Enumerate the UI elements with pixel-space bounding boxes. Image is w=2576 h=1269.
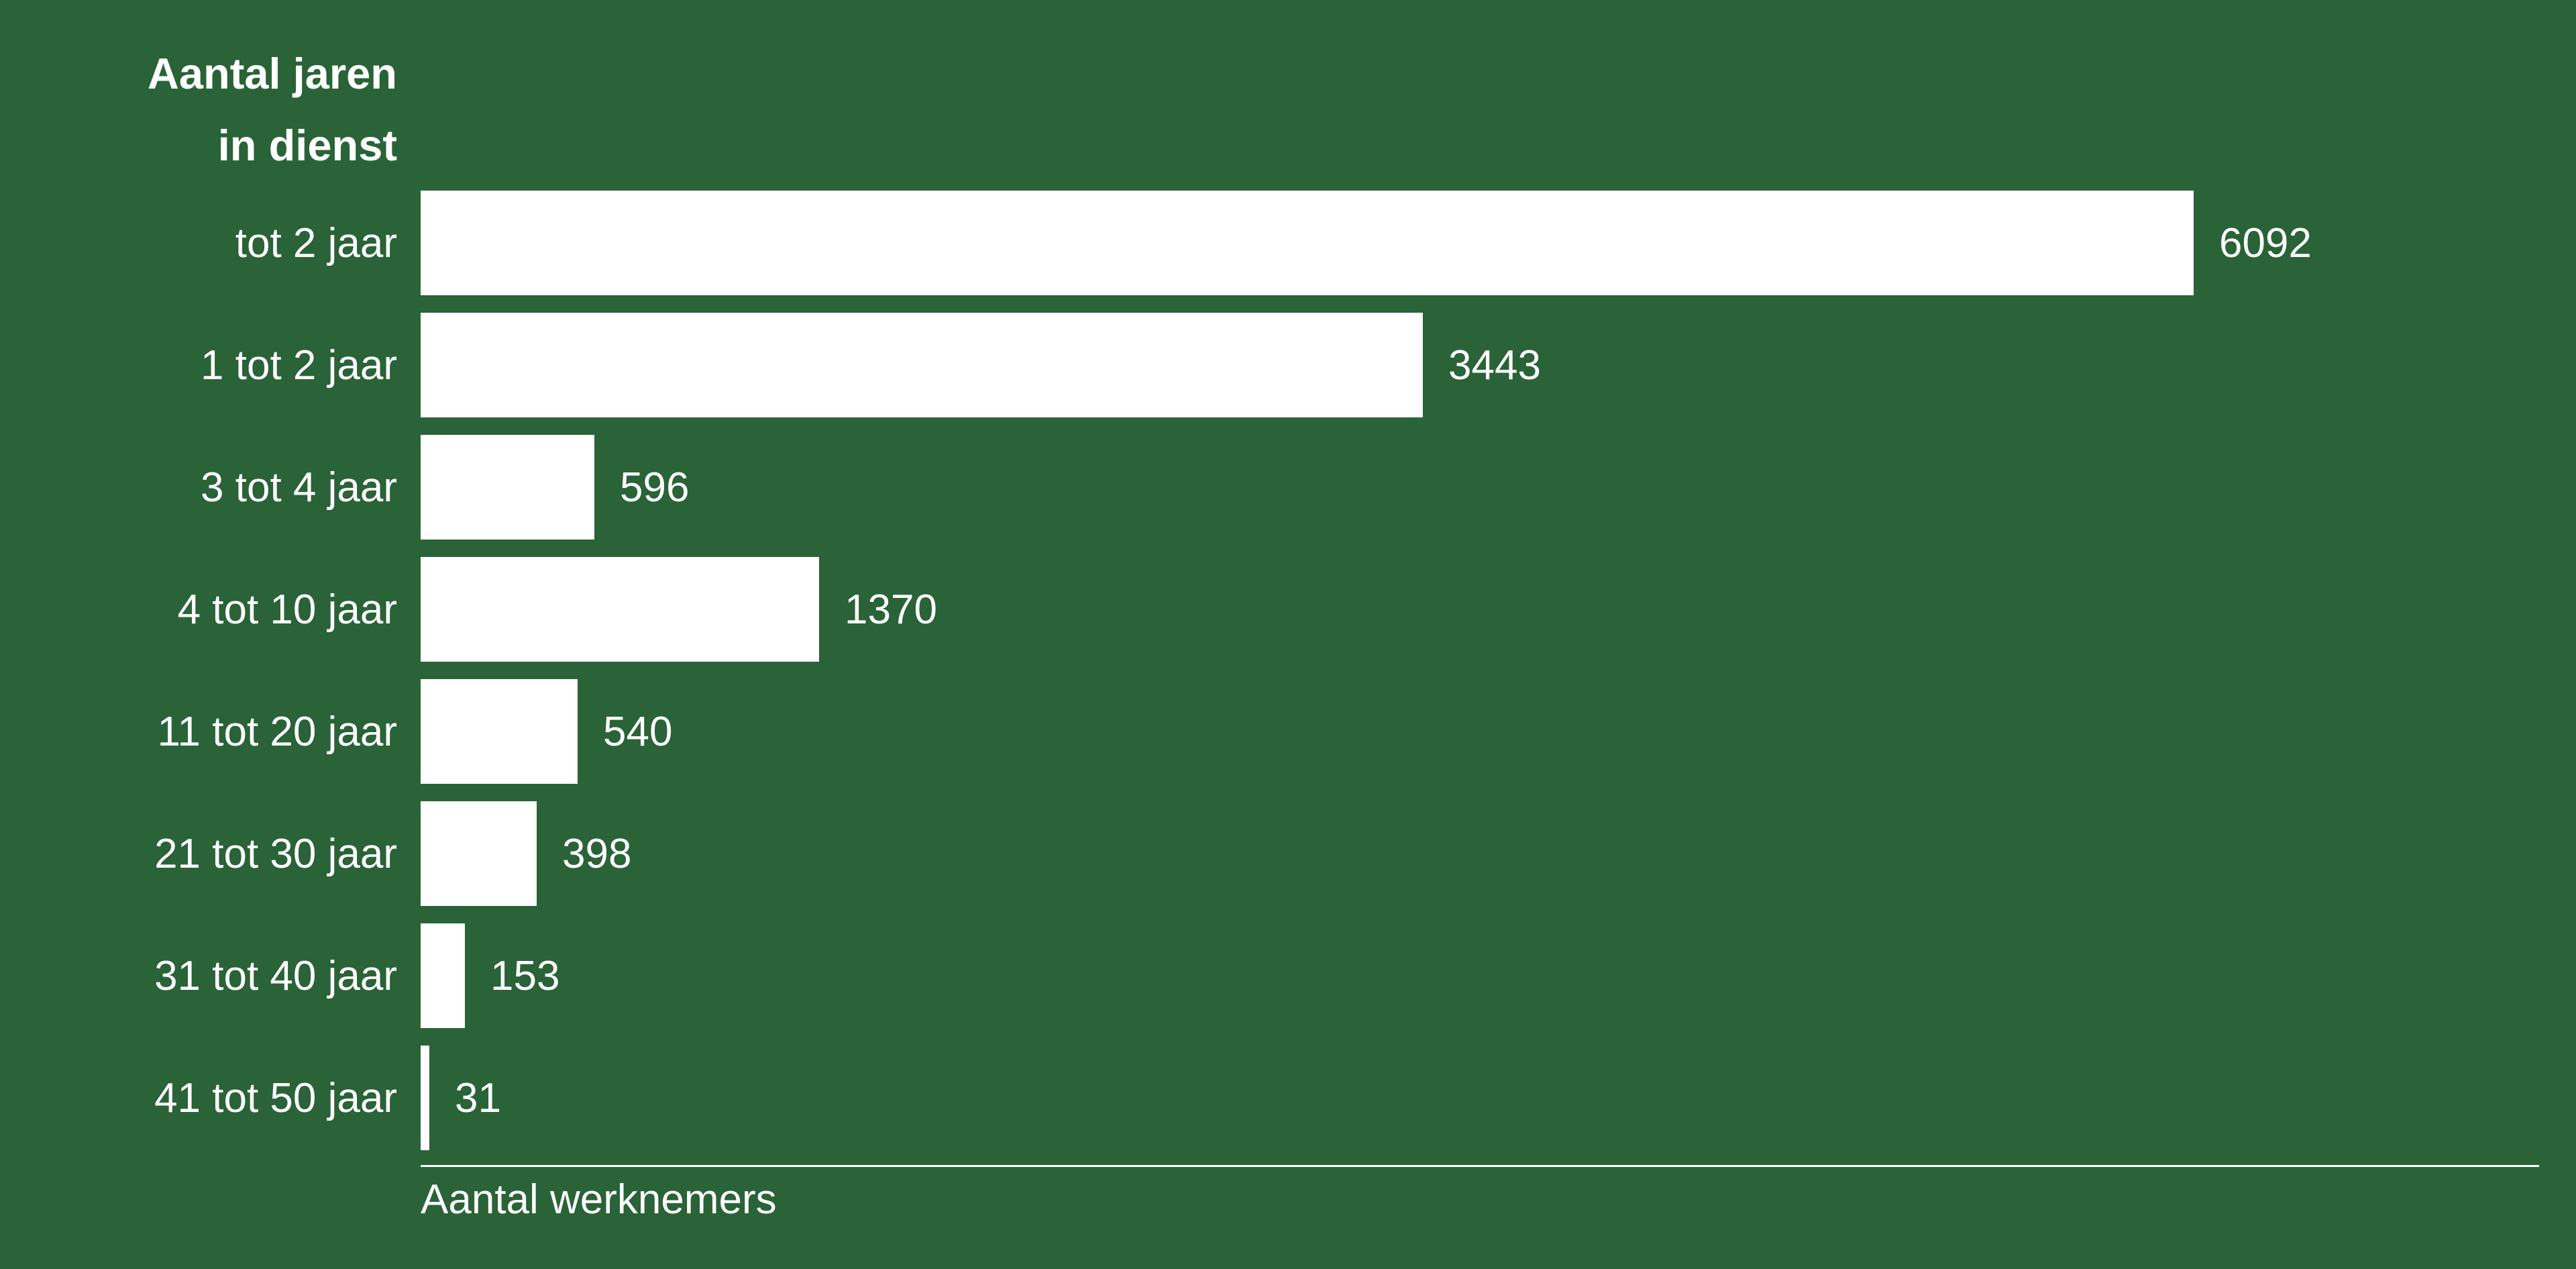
- value-label: 1370: [845, 586, 937, 633]
- chart-row: tot 2 jaar 6092: [0, 191, 2576, 295]
- value-label: 596: [620, 464, 690, 511]
- chart-row: 4 tot 10 jaar 1370: [0, 557, 2576, 662]
- value-label: 6092: [2219, 219, 2312, 266]
- chart-row: 11 tot 20 jaar 540: [0, 679, 2576, 784]
- value-label: 153: [490, 952, 560, 999]
- x-axis-label: Aantal werknemers: [421, 1176, 777, 1223]
- chart-row: 1 tot 2 jaar 3443: [0, 313, 2576, 417]
- category-label: 1 tot 2 jaar: [201, 342, 397, 389]
- value-label: 31: [455, 1074, 501, 1121]
- category-label: 4 tot 10 jaar: [177, 586, 397, 633]
- bar: [421, 801, 537, 906]
- bar: [421, 191, 2194, 295]
- category-label: 21 tot 30 jaar: [154, 830, 397, 877]
- chart-row: 3 tot 4 jaar 596: [0, 435, 2576, 540]
- value-label: 540: [603, 708, 673, 755]
- bar: [421, 1046, 429, 1150]
- bar: [421, 435, 594, 540]
- category-label: 41 tot 50 jaar: [154, 1074, 397, 1121]
- x-axis-line: [421, 1165, 2539, 1167]
- value-label: 3443: [1448, 342, 1541, 389]
- category-label: 11 tot 20 jaar: [157, 708, 397, 755]
- bar: [421, 313, 1423, 417]
- chart-title-line2: in dienst: [217, 121, 397, 170]
- category-label: 3 tot 4 jaar: [201, 464, 397, 511]
- chart-title-line1: Aantal jaren: [147, 49, 397, 98]
- chart-row: 41 tot 50 jaar 31: [0, 1046, 2576, 1150]
- bar: [421, 557, 819, 662]
- bar: [421, 923, 465, 1028]
- category-label: tot 2 jaar: [235, 219, 397, 266]
- chart-title: Aantal jaren in dienst: [0, 38, 397, 181]
- category-label: 31 tot 40 jaar: [154, 952, 397, 999]
- chart-row: 21 tot 30 jaar 398: [0, 801, 2576, 906]
- chart-row: 31 tot 40 jaar 153: [0, 923, 2576, 1028]
- value-label: 398: [562, 830, 632, 877]
- bar: [421, 679, 578, 784]
